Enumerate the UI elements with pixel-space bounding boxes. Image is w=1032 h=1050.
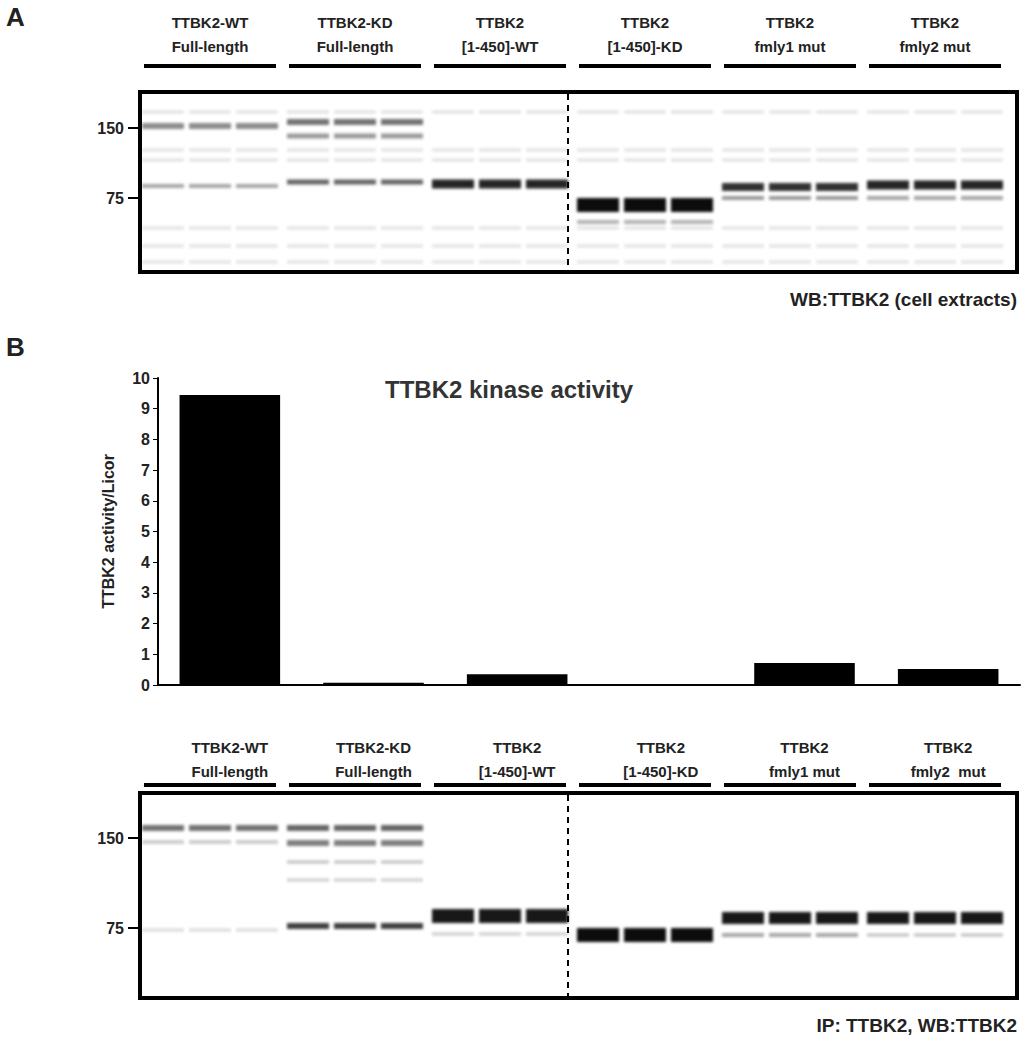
svg-text:9: 9 <box>141 400 150 417</box>
svg-text:TTBK2 activity/Licor: TTBK2 activity/Licor <box>100 454 117 609</box>
svg-text:Full-length: Full-length <box>192 763 269 780</box>
svg-text:B: B <box>6 332 25 362</box>
svg-text:0: 0 <box>141 677 150 694</box>
svg-text:3: 3 <box>141 584 150 601</box>
svg-text:Full-length: Full-length <box>317 38 394 55</box>
svg-text:TTBK2-KD: TTBK2-KD <box>336 739 411 756</box>
svg-text:fmly2 mut: fmly2 mut <box>911 763 986 780</box>
svg-text:TTBK2: TTBK2 <box>766 14 814 31</box>
svg-text:TTBK2-WT: TTBK2-WT <box>192 739 269 756</box>
svg-text:8: 8 <box>141 431 150 448</box>
svg-text:TTBK2 kinase activity: TTBK2 kinase activity <box>385 376 634 403</box>
svg-text:TTBK2: TTBK2 <box>924 739 972 756</box>
svg-text:TTBK2: TTBK2 <box>637 739 685 756</box>
svg-text:[1-450]-WT: [1-450]-WT <box>462 38 539 55</box>
svg-text:10: 10 <box>132 370 150 387</box>
svg-text:1: 1 <box>141 646 150 663</box>
svg-text:[1-450]-KD: [1-450]-KD <box>623 763 698 780</box>
svg-text:Full-length: Full-length <box>172 38 249 55</box>
svg-text:4: 4 <box>141 554 150 571</box>
svg-text:75: 75 <box>106 190 124 207</box>
svg-text:TTBK2: TTBK2 <box>780 739 828 756</box>
svg-text:WB:TTBK2 (cell extracts): WB:TTBK2 (cell extracts) <box>790 289 1017 310</box>
svg-text:TTBK2: TTBK2 <box>493 739 541 756</box>
svg-text:5: 5 <box>141 523 150 540</box>
svg-text:150: 150 <box>97 830 124 847</box>
svg-text:TTBK2: TTBK2 <box>911 14 959 31</box>
svg-text:IP: TTBK2, WB:TTBK2: IP: TTBK2, WB:TTBK2 <box>816 1015 1017 1036</box>
svg-text:TTBK2: TTBK2 <box>476 14 524 31</box>
svg-text:[1-450]-KD: [1-450]-KD <box>607 38 682 55</box>
svg-text:fmly2 mut: fmly2 mut <box>900 38 971 55</box>
svg-text:2: 2 <box>141 615 150 632</box>
svg-text:TTBK2: TTBK2 <box>621 14 669 31</box>
svg-text:7: 7 <box>141 462 150 479</box>
svg-text:Full-length: Full-length <box>335 763 412 780</box>
svg-text:6: 6 <box>141 492 150 509</box>
svg-text:TTBK2-KD: TTBK2-KD <box>318 14 393 31</box>
svg-text:150: 150 <box>97 120 124 137</box>
svg-text:fmly1 mut: fmly1 mut <box>755 38 826 55</box>
svg-text:75: 75 <box>106 920 124 937</box>
svg-text:fmly1 mut: fmly1 mut <box>769 763 840 780</box>
svg-text:TTBK2-WT: TTBK2-WT <box>172 14 249 31</box>
svg-text:[1-450]-WT: [1-450]-WT <box>479 763 556 780</box>
svg-text:A: A <box>6 2 25 32</box>
